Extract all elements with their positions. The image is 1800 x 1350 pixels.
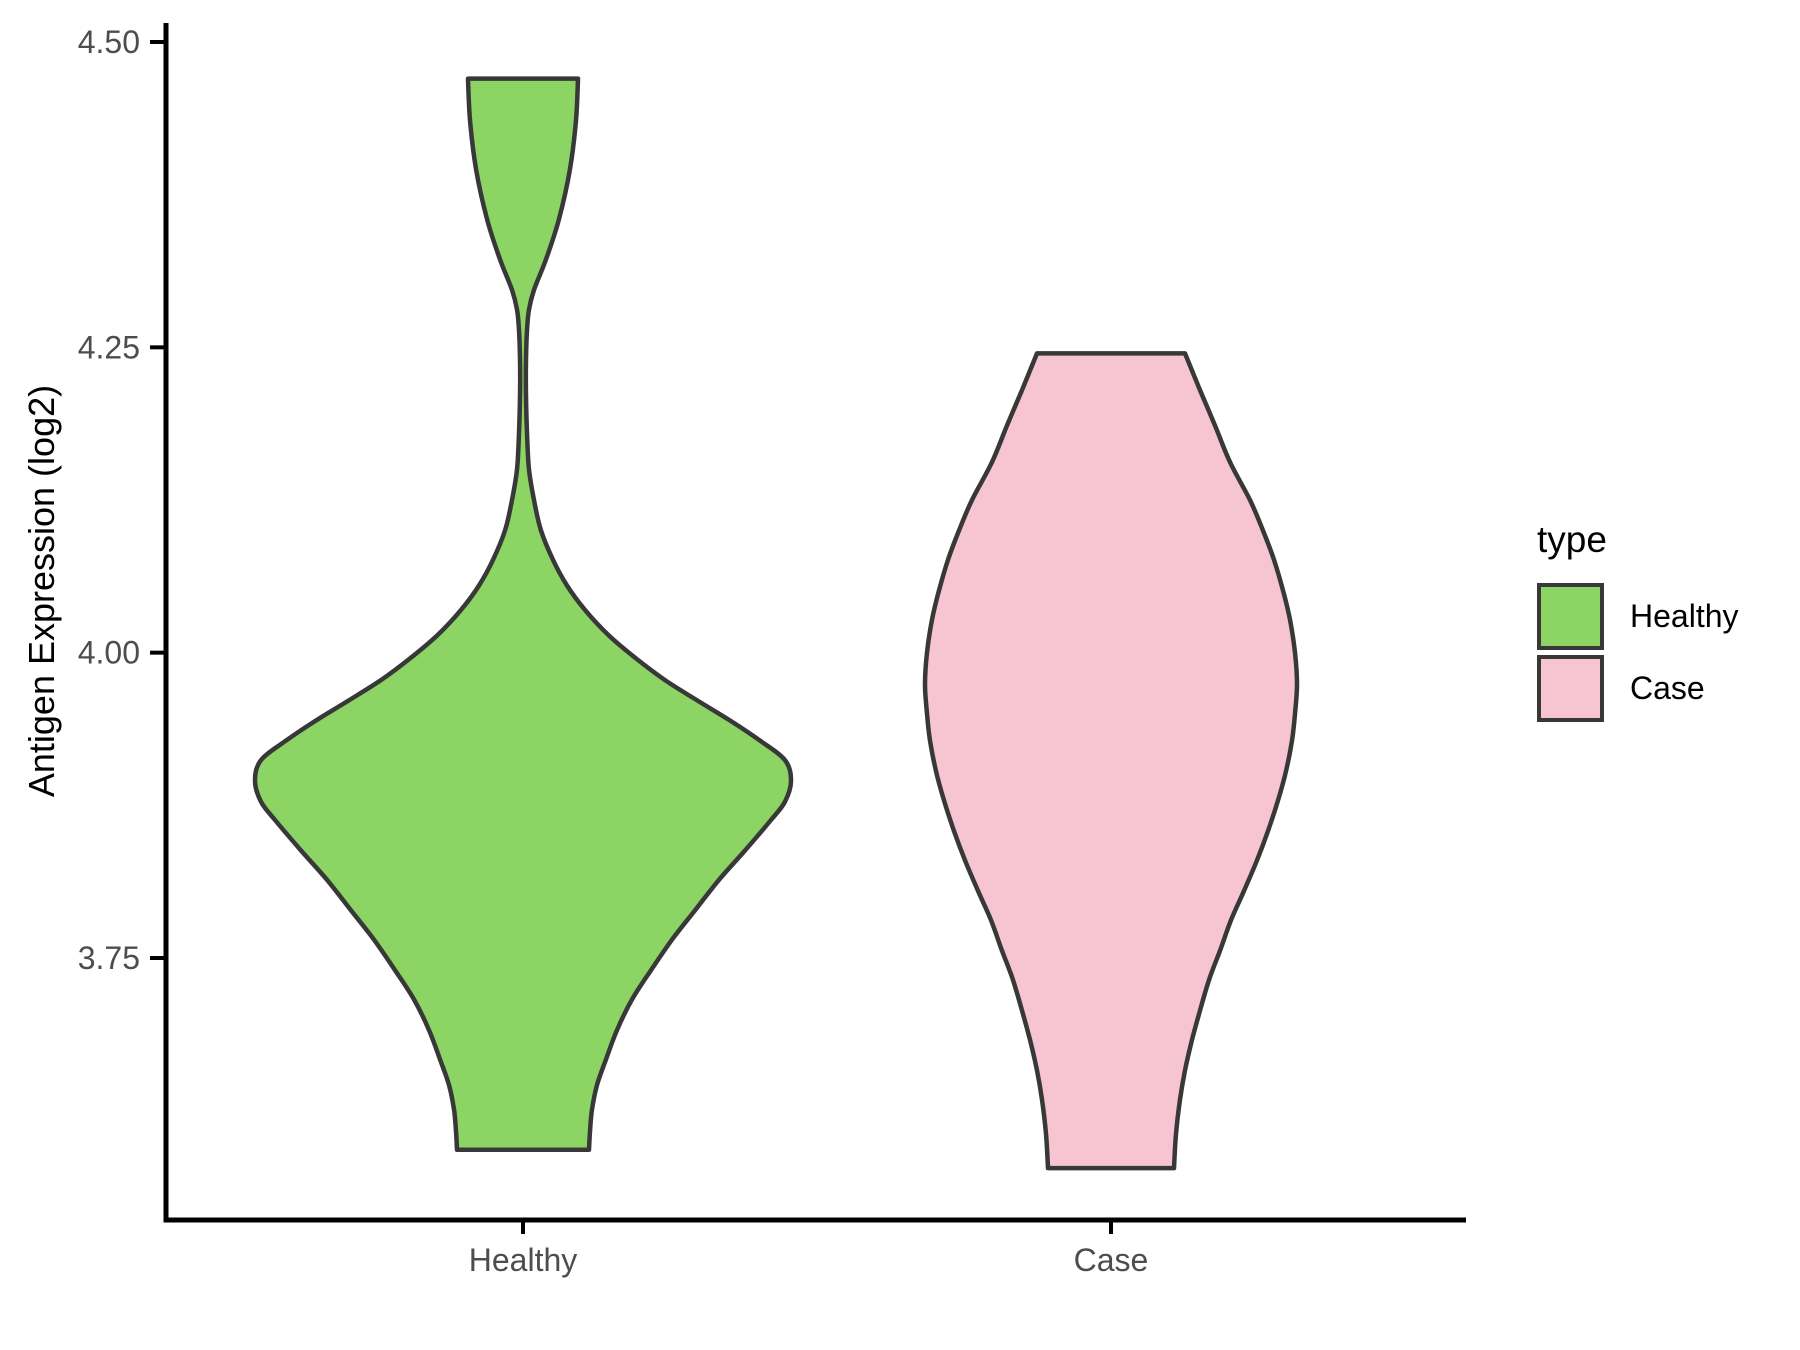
violin-case (922, 351, 1300, 1171)
y-tick-label: 4.50 (78, 24, 140, 60)
legend-label-case: Case (1630, 670, 1705, 706)
x-axis-label-healthy: Healthy (468, 1242, 578, 1278)
legend-swatch-case (1537, 655, 1604, 722)
legend-label-healthy: Healthy (1630, 598, 1739, 634)
y-axis-title: Antigen Expression (log2) (21, 384, 62, 798)
axes-layer: 3.75 4.00 4.25 4.50 (78, 23, 1466, 1234)
x-axis-label-case: Case (1073, 1242, 1149, 1278)
legend-item-case: Case (1537, 655, 1739, 722)
y-tick-label: 4.00 (78, 635, 140, 671)
legend-item-healthy: Healthy (1537, 583, 1739, 650)
violins-layer (252, 76, 1300, 1171)
y-tick-label: 3.75 (78, 940, 140, 976)
y-tick-label: 4.25 (78, 329, 140, 365)
legend: type Healthy Case (1537, 519, 1739, 727)
violin-healthy (252, 76, 794, 1152)
legend-title: type (1537, 519, 1607, 560)
legend-swatch-healthy (1537, 583, 1604, 650)
